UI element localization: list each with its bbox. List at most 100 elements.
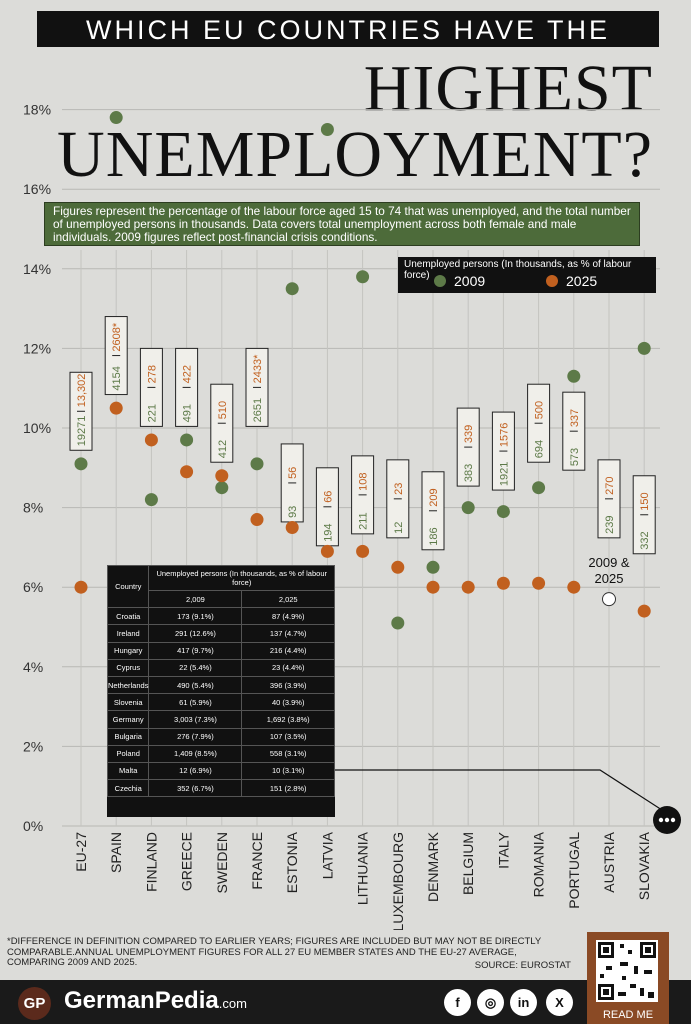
point-2009 <box>532 481 546 495</box>
value-label-2009: 211 <box>358 512 370 530</box>
value-label-2025: 108 <box>358 473 370 491</box>
y-tick-label: 14% <box>23 261 51 277</box>
point-2025 <box>356 544 370 558</box>
point-2009 <box>109 111 123 125</box>
y-tick-label: 10% <box>23 420 51 436</box>
brand-name[interactable]: GermanPedia.com <box>64 987 247 1014</box>
point-2025 <box>637 604 651 618</box>
point-2025 <box>109 401 123 415</box>
table-header-unemployed: Unemployed persons (In thousands, as % o… <box>148 565 335 591</box>
table-row: Ireland 291 (12.6%) 137 (4.7%) <box>106 624 335 643</box>
point-2009 <box>567 369 581 383</box>
value-label-2025: 1576 <box>498 423 510 447</box>
x-tick-label: SLOVAKIA <box>636 831 652 900</box>
footer-bar <box>0 980 691 1024</box>
point-2025 <box>215 469 229 483</box>
point-2025 <box>285 521 299 534</box>
point-2009 <box>215 481 229 495</box>
value-label-2025: 56 <box>287 467 299 479</box>
table-row: Cyprus 22 (5.4%) 23 (4.4%) <box>106 658 335 677</box>
value-label-2009: 19271 <box>76 416 88 447</box>
source: SOURCE: EUROSTAT <box>474 960 571 971</box>
table-cell-value: 3,003 (7.3%) <box>148 710 243 729</box>
table-cell-value: 137 (4.7%) <box>241 624 335 643</box>
headline-line-2: UNEMPLOYMENT? <box>57 118 653 191</box>
table-cell-value: 490 (5.4%) <box>148 675 243 695</box>
value-label-2025: 510 <box>217 401 229 419</box>
qr-read-me[interactable]: READ ME <box>587 932 669 1024</box>
value-label-2025: 337 <box>569 409 581 427</box>
table-row: Netherlands 490 (5.4%) 396 (3.9%) <box>106 675 335 695</box>
value-label-2009: 1921 <box>498 462 510 486</box>
x-tick-label: EU-27 <box>73 832 89 872</box>
point-2009 <box>180 433 194 447</box>
footnote: *DIFFERENCE IN DEFINITION COMPARED TO EA… <box>7 936 542 968</box>
table-cell-value: 417 (9.7%) <box>148 641 243 660</box>
x-tick-label: LUXEMBOURG <box>390 832 406 930</box>
point-2025 <box>74 580 88 594</box>
table-row: Germany 3,003 (7.3%) 1,692 (3.8%) <box>106 710 335 729</box>
table-cell-country: Czechia <box>106 779 150 798</box>
brand-logo[interactable]: GP <box>18 987 51 1020</box>
y-tick-label: 0% <box>23 818 43 834</box>
more-icon-dot <box>664 817 670 823</box>
point-2009 <box>74 457 88 471</box>
point-2025 <box>144 433 158 447</box>
table-cell-country: Ireland <box>106 624 150 643</box>
point-2009 <box>391 616 405 630</box>
table-connector <box>335 769 663 811</box>
x-tick-label: PORTUGAL <box>566 832 582 909</box>
linkedin-icon[interactable]: in <box>510 989 537 1016</box>
table-cell-country: Cyprus <box>106 658 150 677</box>
other-countries-table: Country Unemployed persons (In thousands… <box>106 564 335 817</box>
value-label-2025: 150 <box>639 492 651 510</box>
table-row: Malta 12 (6.9%) 10 (3.1%) <box>106 761 335 781</box>
x-icon[interactable]: X <box>546 989 573 1016</box>
point-2009 <box>461 501 475 515</box>
x-tick-label: SWEDEN <box>214 832 230 893</box>
table-cell-country: Germany <box>106 710 150 729</box>
table-cell-value: 61 (5.9%) <box>148 693 243 712</box>
table-cell-value: 396 (3.9%) <box>241 675 335 695</box>
table-cell-country: Poland <box>106 744 150 763</box>
table-cell-value: 291 (12.6%) <box>148 624 243 643</box>
table-cell-value: 10 (3.1%) <box>241 761 335 781</box>
value-label-2009: 186 <box>428 527 440 545</box>
table-cell-country: Slovenia <box>106 693 150 712</box>
instagram-icon[interactable]: ◎ <box>477 989 504 1016</box>
table-row: Poland 1,409 (8.5%) 558 (3.1%) <box>106 744 335 763</box>
x-tick-label: LATVIA <box>319 831 335 879</box>
x-tick-label: BELGIUM <box>460 832 476 895</box>
x-tick-label: SPAIN <box>108 832 124 873</box>
table-cell-country: Bulgaria <box>106 727 150 746</box>
table-cell-country: Hungary <box>106 641 150 660</box>
table-cell-value: 216 (4.4%) <box>241 641 335 660</box>
value-label-2025: 13,302 <box>76 374 88 408</box>
value-label-2025: 209 <box>428 488 440 506</box>
table-row: Bulgaria 276 (7.9%) 107 (3.5%) <box>106 727 335 746</box>
facebook-icon[interactable]: f <box>444 989 471 1016</box>
x-tick-label: GREECE <box>179 832 195 891</box>
value-label-2025: 270 <box>604 476 616 494</box>
table-cell-value: 1,409 (8.5%) <box>148 744 243 763</box>
x-tick-label: LITHUANIA <box>355 831 371 905</box>
value-label-2025: 2608* <box>111 322 123 351</box>
legend-dot-2009 <box>434 275 446 287</box>
read-me-label: READ ME <box>602 1009 654 1021</box>
table-cell-value: 12 (6.9%) <box>148 761 243 781</box>
value-label-2009: 93 <box>287 506 299 518</box>
point-2009 <box>144 493 158 507</box>
legend: Unemployed persons (In thousands, as % o… <box>398 257 656 293</box>
x-tick-label: ESTONIA <box>284 831 300 893</box>
table-cell-value: 352 (6.7%) <box>148 779 243 798</box>
value-label-2009: 12 <box>393 522 405 534</box>
table-cell-country: Netherlands <box>106 675 150 695</box>
table-cell-value: 558 (3.1%) <box>241 744 335 763</box>
x-tick-label: FINLAND <box>143 832 159 892</box>
value-label-2009: 4154 <box>111 366 123 390</box>
combined-label: 2009 & <box>588 555 630 570</box>
point-2025 <box>391 560 405 574</box>
table-cell-value: 151 (2.8%) <box>241 779 335 798</box>
value-label-2009: 412 <box>217 440 229 458</box>
value-label-2009: 383 <box>463 464 475 482</box>
